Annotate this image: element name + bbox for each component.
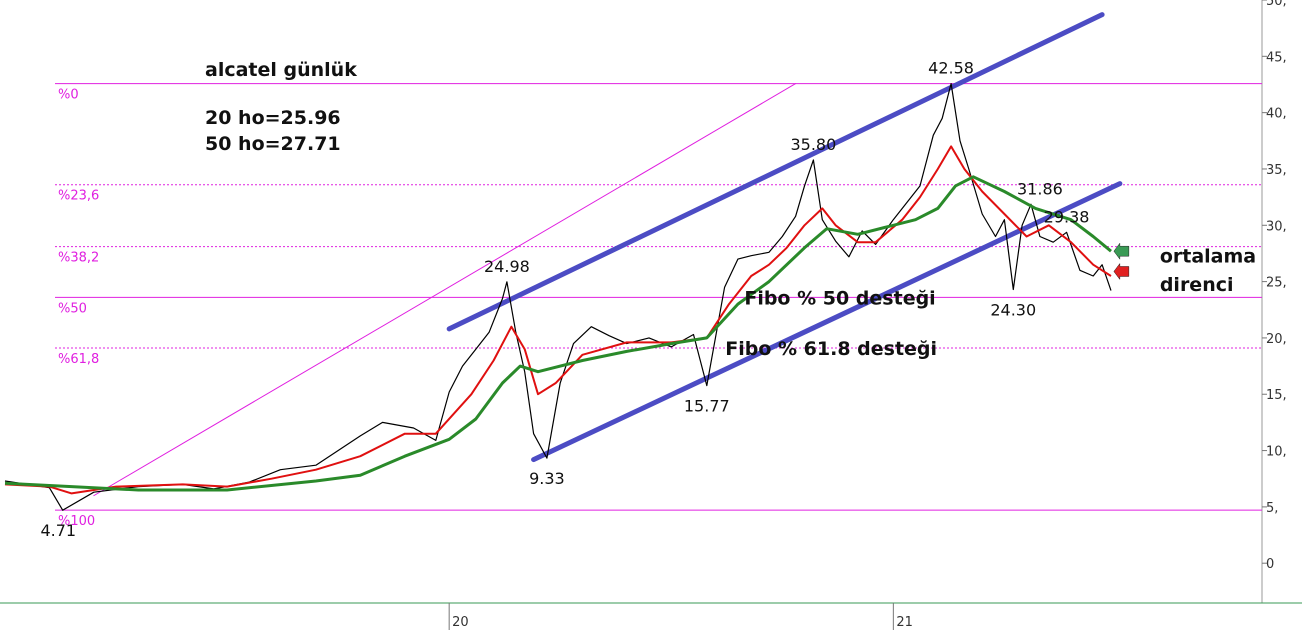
series-lines (4, 83, 1112, 511)
x-axis-ticks: 20 21 (448, 603, 913, 630)
annotation-fibo-50-deste-i: Fibo % 50 desteği (744, 287, 935, 309)
annotation-fibo-61-8-deste-i: Fibo % 61.8 desteği (725, 338, 937, 360)
fib-label-100: %100 (58, 514, 95, 529)
fib-label-0: %0 (58, 88, 79, 103)
annotation-direnci: direnci (1160, 274, 1234, 296)
marker-green-arrow (1113, 242, 1130, 260)
y-tick-label-45: 45, (1266, 50, 1287, 65)
subtitle-ma50: 50 ho=27.71 (205, 133, 341, 155)
y-tick-label-50: 50, (1266, 0, 1287, 9)
trend-line-channel-upper (446, 12, 1105, 332)
series-line-ma50 (4, 175, 1112, 492)
y-tick-label-35: 35, (1266, 163, 1287, 178)
price-label-31-86: 31.86 (1017, 179, 1063, 198)
y-tick-label-20: 20, (1266, 332, 1287, 347)
fib-label-61-8: %61,8 (58, 352, 99, 367)
annotation-ortalama: ortalama (1160, 246, 1256, 268)
y-tick-label-40: 40, (1266, 107, 1287, 122)
fib-label-38-2: %38,2 (58, 251, 99, 266)
price-label-9-33: 9.33 (529, 469, 565, 488)
price-label-29-38: 29.38 (1044, 207, 1090, 226)
y-tick-label-10: 10, (1266, 445, 1287, 460)
subtitle-ma20: 20 ho=25.96 (205, 107, 341, 129)
price-labels: 4.71 24.98 9.33 15.77 35.80 42.58 31.86 24.30 29… (40, 59, 1089, 541)
y-tick-label-5: 5, (1266, 501, 1278, 516)
annotations: Fibo % 50 desteği Fibo % 61.8 desteği orta… (725, 246, 1256, 360)
y-axis-ticks: 50, 45, 40, 35, 30, 25, 20, 15, 10, 5, 0 (1262, 0, 1287, 572)
y-tick-label-30: 30, (1266, 219, 1287, 234)
marker-red-arrow (1113, 262, 1130, 281)
trend-line-channel-lower (531, 181, 1123, 463)
x-tick-label-21: 21 (896, 615, 913, 630)
y-tick-label-15: 15, (1266, 388, 1287, 403)
series-line-price (4, 83, 1112, 511)
price-label-35-80: 35.80 (790, 135, 836, 154)
y-tick-label-0: 0 (1266, 557, 1274, 572)
fib-label-50: %50 (58, 301, 87, 316)
price-label-15-77: 15.77 (684, 397, 730, 416)
trend-lines (93, 12, 1123, 497)
fibonacci-levels: %0 %23,6 %38,2 %50 %61,8 %100 (55, 83, 1262, 529)
x-tick-label-20: 20 (452, 615, 469, 630)
price-label-24-30: 24.30 (990, 300, 1036, 319)
arrow-markers (1113, 242, 1130, 281)
price-label-42-58: 42.58 (928, 59, 974, 78)
fib-label-23-6: %23,6 (58, 189, 99, 204)
chart-title: alcatel günlük (205, 59, 357, 81)
series-line-ma20 (4, 145, 1112, 495)
y-tick-label-25: 25, (1266, 276, 1287, 291)
trend-line-fib-diagonal (93, 83, 797, 497)
price-label-4-71: 4.71 (40, 521, 76, 540)
price-label-24-98: 24.98 (484, 257, 530, 276)
